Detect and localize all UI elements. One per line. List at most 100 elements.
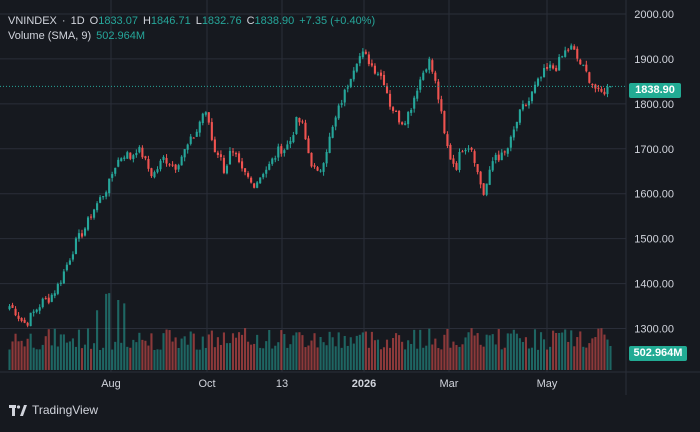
candle-body [512, 129, 515, 138]
volume-bar [111, 349, 114, 370]
volume-bar [385, 339, 389, 370]
volume-bar [62, 334, 65, 370]
volume-bar [132, 339, 135, 370]
candle-body [500, 152, 503, 161]
candle-body [289, 140, 292, 145]
volume-bar [398, 335, 401, 370]
volume-bar [497, 329, 500, 370]
candle-body [295, 116, 298, 134]
candle-body [262, 174, 265, 178]
interval-label[interactable]: 1D [70, 15, 85, 27]
candle-body [198, 121, 201, 133]
volume-bar [343, 335, 346, 370]
volume-bar [464, 337, 467, 370]
volume-bar [310, 340, 313, 370]
volume-bar [65, 342, 68, 370]
candle-body [274, 158, 277, 160]
candle-body [231, 151, 235, 153]
volume-bar [404, 349, 407, 370]
volume-bar [515, 333, 518, 370]
volume-bar [23, 346, 26, 370]
volume-bar [488, 335, 491, 370]
candle-body [8, 306, 11, 310]
candle-body [391, 107, 395, 111]
candle-body [240, 161, 244, 169]
volume-bar [280, 330, 283, 370]
candle-body [349, 78, 352, 87]
candle-body [237, 153, 241, 163]
candle-body [286, 144, 289, 150]
candle-body [361, 51, 364, 58]
candle-body [419, 79, 422, 90]
volume-bar [114, 341, 117, 370]
volume-bar [597, 328, 600, 370]
candle-body [74, 238, 78, 255]
volume-bar [141, 339, 144, 370]
volume-bar [364, 331, 367, 370]
volume-bar [286, 347, 289, 370]
volume-bar [549, 346, 552, 370]
candle-body [47, 297, 50, 303]
volume-bar [192, 333, 195, 370]
volume-bar [340, 347, 343, 370]
volume-bar [268, 329, 271, 370]
low-value: 1832.76 [201, 15, 242, 27]
candle-body [609, 86, 612, 88]
volume-bar [476, 333, 479, 370]
candle-body [437, 81, 440, 100]
time-axis[interactable]: Aug Oct 13 2026 Mar May [101, 378, 558, 390]
volume-bar [262, 348, 265, 370]
volume-label[interactable]: Volume (SMA, 9) [8, 30, 92, 42]
volume-bar [35, 349, 38, 370]
volume-bar [168, 330, 171, 370]
candle-body [524, 105, 527, 107]
candle-body [518, 109, 521, 123]
volume-tag: 502.964M [629, 346, 687, 361]
candle-body [503, 151, 506, 153]
price-axis[interactable]: 2000.00 1900.00 1800.00 1700.00 1600.00 1500.… [634, 9, 674, 336]
candle-body [219, 154, 222, 158]
volume-bar [204, 347, 207, 370]
candle-body [476, 164, 479, 173]
volume-bar [395, 333, 398, 370]
volume-bar [334, 346, 337, 370]
tradingview-logo-icon [9, 404, 27, 416]
candle-body [479, 171, 482, 185]
candle-body [165, 157, 168, 164]
volume-bar [183, 336, 186, 370]
volume-value: 502.964M [96, 30, 146, 42]
candle-body [588, 72, 591, 83]
candle-body [105, 192, 108, 197]
candle-body [271, 158, 274, 164]
volume-bar [518, 338, 521, 370]
volume-bar [319, 336, 322, 370]
volume-bar [413, 329, 416, 370]
volume-bar [304, 347, 307, 370]
time-tick-label: Mar [440, 378, 459, 390]
time-tick-label: Aug [101, 378, 121, 390]
candle-body [183, 149, 186, 158]
candle-body [14, 308, 17, 316]
volume-bar [216, 337, 219, 370]
volume-bar [44, 336, 47, 370]
volume-bar [153, 349, 156, 370]
volume-bar [603, 334, 606, 370]
volume-bar [491, 334, 494, 370]
candle-body [210, 122, 213, 140]
candle-body [126, 152, 129, 159]
candle-body [527, 101, 531, 106]
volume-bar [524, 337, 527, 370]
volume-bar [591, 338, 594, 370]
symbol-label[interactable]: VNINDEX [8, 15, 57, 27]
tradingview-logo[interactable]: TradingView [9, 403, 98, 417]
candle-body [382, 74, 386, 85]
volume-bar [186, 344, 189, 370]
candle-body [352, 70, 355, 80]
candle-body [358, 56, 361, 64]
volume-bar [159, 349, 162, 370]
volume-bar [8, 349, 11, 370]
time-tick-label: May [537, 378, 558, 390]
candle-body [44, 298, 47, 300]
